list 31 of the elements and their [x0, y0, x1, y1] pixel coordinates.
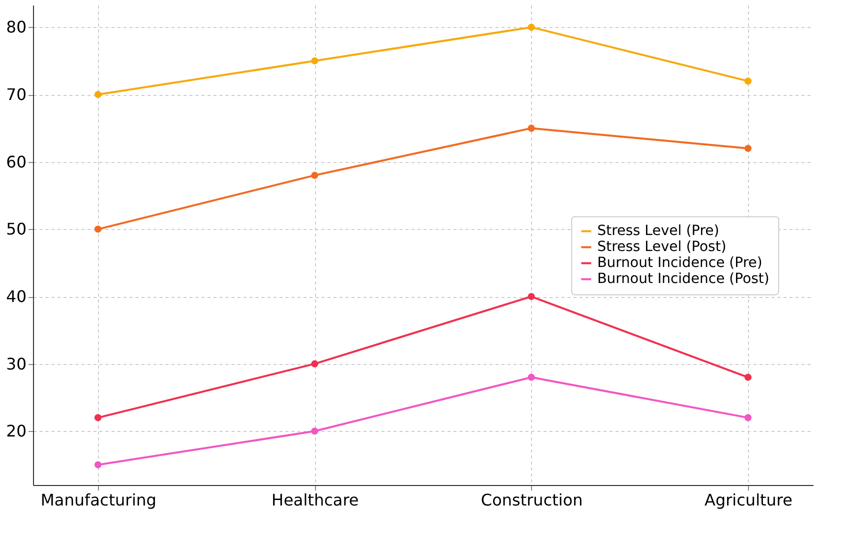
x-tick-label: Agriculture: [704, 490, 792, 510]
y-tick-label: 80: [6, 18, 26, 37]
point: [94, 461, 102, 468]
point: [528, 292, 535, 300]
point: [528, 24, 535, 31]
x-tick-label: Healthcare: [272, 490, 359, 510]
legend-label: Stress Level (Pre): [597, 223, 720, 240]
y-tick-label: 30: [6, 354, 26, 374]
legend-label: Burnout Incidence (Post): [597, 271, 770, 288]
point: [744, 374, 752, 381]
point: [311, 360, 318, 368]
y-tick-label: 60: [6, 152, 26, 172]
y-tick-label: 70: [6, 85, 26, 104]
x-tick-label: Manufacturing: [40, 490, 156, 510]
point: [311, 172, 318, 179]
point: [94, 226, 102, 233]
point: [94, 414, 102, 422]
y-tick-label: 20: [6, 422, 26, 441]
legend-label: Stress Level (Post): [597, 239, 726, 256]
point: [311, 428, 318, 435]
y-tick-label: 40: [6, 287, 26, 306]
x-tick-label: Construction: [480, 490, 583, 510]
point: [744, 144, 752, 152]
point: [311, 57, 318, 64]
point: [744, 414, 752, 422]
y-tick-label: 50: [6, 220, 26, 239]
point: [744, 78, 752, 85]
point: [528, 124, 535, 132]
point: [528, 374, 535, 381]
legend-label: Burnout Incidence (Pre): [597, 255, 762, 272]
point: [94, 91, 102, 98]
